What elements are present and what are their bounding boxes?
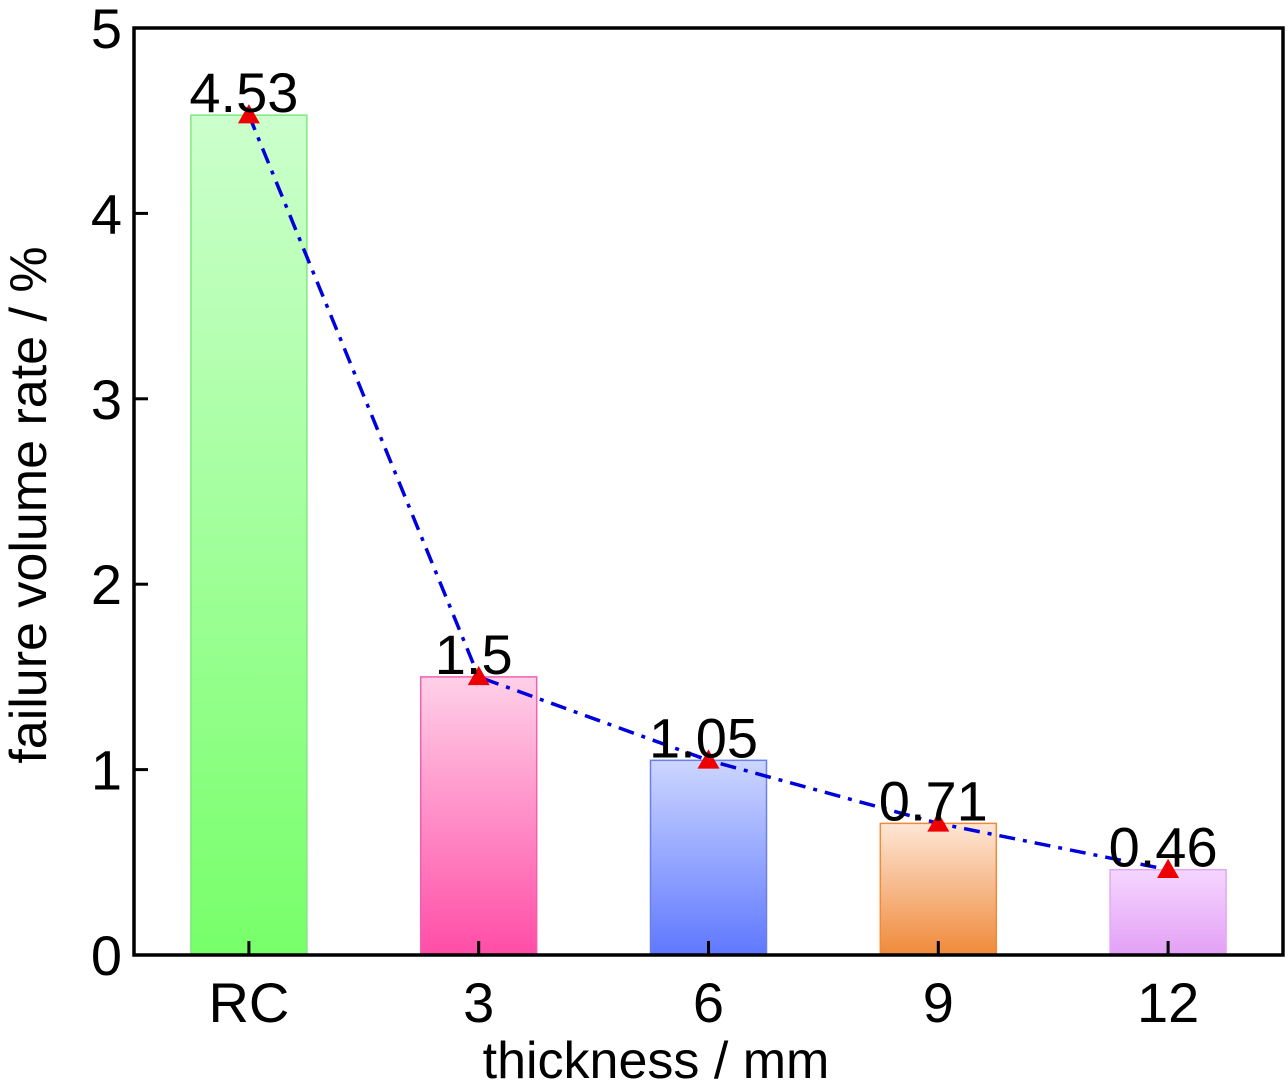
bar-RC [190, 114, 308, 956]
x-tick-label-12: 12 [1137, 971, 1199, 1034]
bars-layer [190, 114, 1227, 956]
x-tick-label-9: 9 [923, 971, 954, 1034]
trend-line-layer [237, 104, 1180, 878]
y-axis-label: failure volume rate / % [0, 246, 58, 763]
y-tick-label-4: 4 [91, 182, 122, 245]
data-label-3: 1.5 [435, 623, 513, 686]
data-label-9: 0.71 [879, 769, 988, 832]
marker-RC [237, 104, 260, 124]
x-tick-label-3: 3 [463, 971, 494, 1034]
trend-line [247, 114, 1169, 872]
y-tick-label-5: 5 [91, 0, 122, 60]
y-tick-label-1: 1 [91, 739, 122, 802]
bar-3 [419, 676, 538, 956]
marker-12 [1157, 858, 1180, 878]
x-axis-label: thickness / mm [483, 1032, 830, 1085]
marker-3 [467, 665, 490, 686]
y-tick-label-0: 0 [91, 924, 122, 987]
marker-6 [697, 749, 720, 769]
axes-layer [132, 26, 1285, 957]
bar-6 [649, 759, 768, 956]
data-label-6: 1.05 [649, 706, 758, 769]
x-tick-label-RC: RC [208, 971, 289, 1034]
data-label-12: 0.46 [1109, 816, 1218, 879]
bar-9 [879, 822, 998, 956]
bar-12 [1109, 868, 1227, 956]
data-label-RC: 4.53 [189, 61, 298, 124]
x-tick-label-6: 6 [693, 971, 724, 1034]
y-tick-label-3: 3 [91, 368, 122, 431]
y-tick-label-2: 2 [91, 553, 122, 616]
marker-9 [927, 812, 950, 832]
